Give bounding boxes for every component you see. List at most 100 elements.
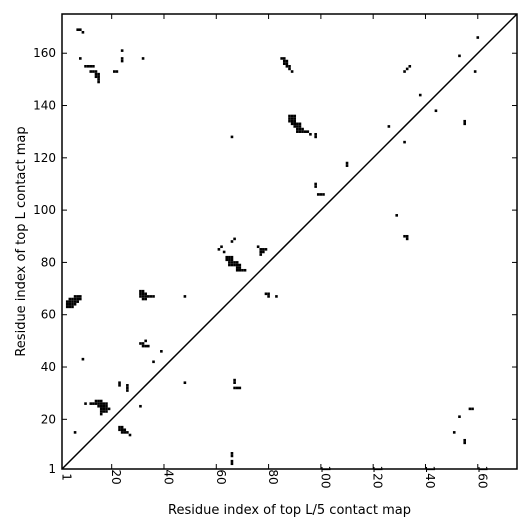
- contact-point: [84, 402, 87, 405]
- contact-point: [97, 75, 100, 79]
- contact-point: [79, 28, 82, 31]
- contact-point: [118, 428, 121, 432]
- contact-point: [81, 31, 85, 34]
- contact-point: [79, 295, 82, 298]
- contact-point: [405, 237, 409, 241]
- contact-point: [141, 295, 145, 298]
- contact-point: [225, 258, 229, 262]
- contact-point: [118, 381, 121, 385]
- contact-point: [387, 125, 391, 128]
- contact-point: [241, 268, 244, 272]
- contact-point: [452, 431, 456, 434]
- contact-point: [238, 386, 242, 390]
- contact-point: [139, 295, 142, 298]
- contact-point: [275, 295, 278, 298]
- contact-point: [144, 292, 147, 296]
- contact-point: [217, 248, 221, 251]
- contact-point: [76, 28, 79, 31]
- contact-point: [89, 70, 93, 73]
- x-tick-label: 160: [475, 466, 489, 489]
- contact-point: [139, 404, 142, 408]
- y-tick-label: 80: [41, 255, 56, 269]
- points-layer: [65, 28, 480, 466]
- contact-point: [120, 57, 124, 60]
- contact-point: [99, 410, 103, 413]
- contact-point: [290, 119, 294, 123]
- contact-point: [126, 431, 129, 434]
- contact-point: [463, 122, 466, 126]
- contact-point: [403, 234, 406, 238]
- contact-point: [141, 57, 145, 60]
- contact-point: [71, 297, 74, 301]
- x-tick-label: 140: [423, 466, 437, 489]
- contact-point: [183, 381, 187, 385]
- contact-point: [94, 402, 98, 405]
- contact-point: [296, 122, 299, 126]
- contact-point: [71, 305, 74, 309]
- contact-point: [183, 295, 187, 298]
- contact-point: [89, 402, 93, 405]
- x-tick-label: 60: [214, 469, 228, 484]
- contact-point: [97, 399, 100, 403]
- contact-point: [105, 410, 108, 413]
- contact-point: [94, 75, 98, 79]
- contact-point: [458, 54, 461, 58]
- y-axis-label: Residue index of top L contact map: [14, 126, 29, 356]
- contact-point: [230, 263, 234, 267]
- contact-point: [144, 297, 147, 301]
- contact-point: [293, 125, 297, 128]
- contact-point: [316, 193, 320, 196]
- contact-point: [123, 428, 127, 432]
- y-tick-label: 40: [41, 360, 56, 374]
- contact-point: [73, 302, 77, 306]
- contact-point: [144, 295, 147, 298]
- contact-point: [293, 114, 297, 118]
- x-axis-ticks: 1 20 40 60 80 100 120 140 160: [60, 14, 489, 489]
- contact-point: [99, 402, 103, 405]
- contact-point: [230, 258, 234, 262]
- contact-point: [285, 65, 289, 68]
- contact-point: [120, 428, 124, 432]
- y-tick-label: 20: [41, 412, 56, 426]
- contact-point: [146, 344, 150, 348]
- contact-point: [314, 132, 317, 136]
- contact-point: [319, 193, 323, 196]
- contact-point: [238, 266, 242, 269]
- contact-point: [408, 65, 412, 68]
- contact-point: [282, 59, 286, 63]
- contact-point: [222, 250, 226, 254]
- contact-point: [73, 431, 77, 434]
- contact-point: [97, 404, 100, 408]
- contact-point: [301, 127, 304, 131]
- contact-point: [463, 119, 466, 123]
- contact-point: [290, 122, 294, 126]
- contact-point: [113, 70, 116, 73]
- contact-point: [228, 261, 231, 264]
- contact-point: [81, 357, 85, 361]
- contact-point: [259, 248, 263, 251]
- contact-point: [473, 70, 477, 73]
- contact-point: [298, 122, 302, 126]
- contact-point: [139, 289, 142, 293]
- contact-point: [68, 305, 72, 309]
- contact-point: [120, 59, 124, 63]
- contact-point: [280, 57, 283, 60]
- contact-point: [126, 386, 129, 390]
- contact-point: [139, 292, 142, 296]
- contact-point: [403, 70, 406, 73]
- contact-point: [152, 295, 155, 298]
- contact-point: [146, 295, 150, 298]
- contact-point: [94, 70, 98, 73]
- contact-point: [256, 245, 260, 249]
- contact-point: [282, 57, 286, 60]
- y-tick-label: 100: [33, 203, 56, 217]
- contact-point: [233, 381, 236, 385]
- contact-point: [141, 342, 145, 345]
- y-tick-label: 160: [33, 46, 56, 60]
- contact-point: [73, 295, 77, 298]
- y-tick-label: 120: [33, 151, 56, 165]
- contact-point: [107, 407, 111, 411]
- contact-point: [228, 258, 231, 262]
- contact-point: [463, 438, 466, 442]
